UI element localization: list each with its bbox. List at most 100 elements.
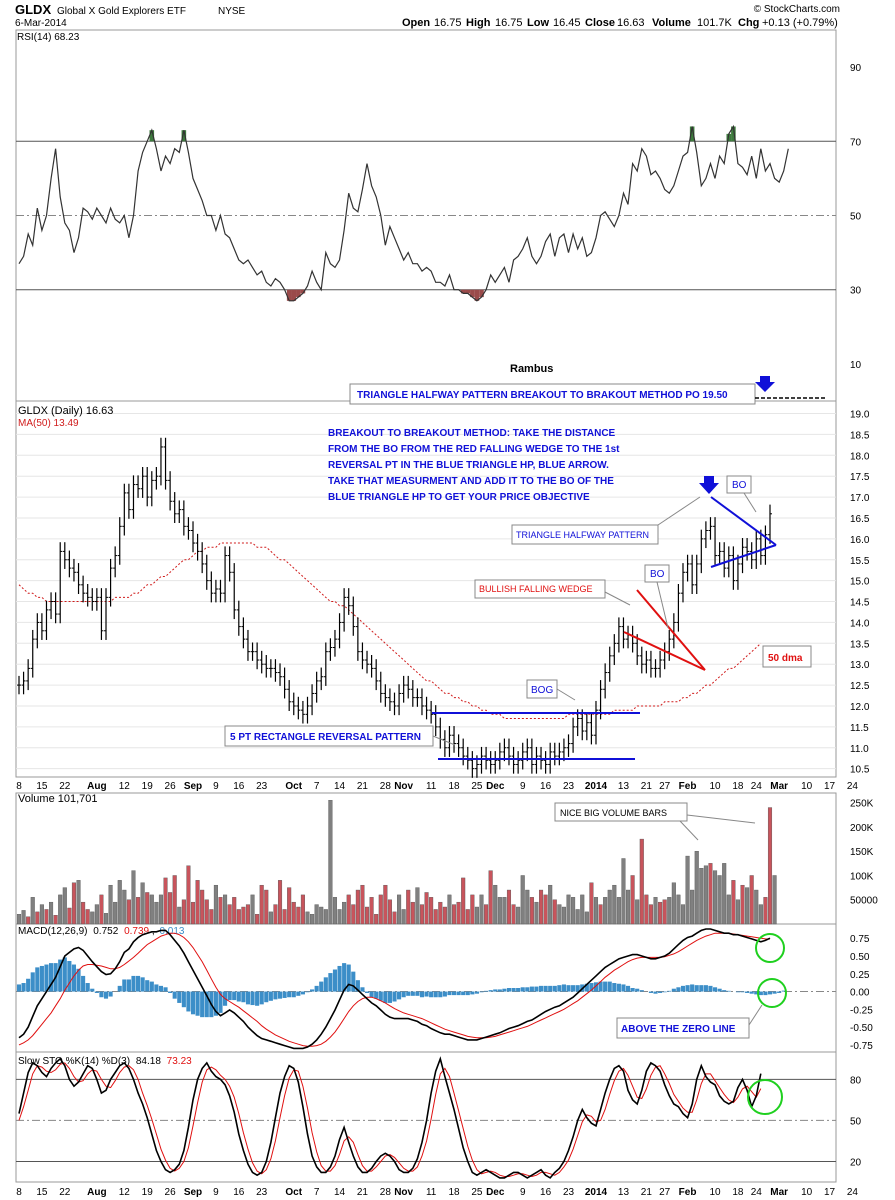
macd-hist-bar bbox=[557, 985, 562, 992]
volume-bar bbox=[767, 807, 773, 925]
volume-bar bbox=[241, 906, 246, 925]
ohlc-bar bbox=[616, 617, 621, 653]
ohlc-bar bbox=[493, 751, 498, 774]
macd-hist-bar bbox=[259, 991, 264, 1005]
volume-bar bbox=[516, 906, 521, 925]
ohlc-bar bbox=[337, 613, 342, 649]
ohlc-bar bbox=[566, 734, 571, 757]
macd-hist-bar bbox=[35, 967, 40, 992]
volume-bar bbox=[94, 904, 99, 925]
rsi-tick-label: 90 bbox=[850, 63, 862, 74]
macd-hist-bar bbox=[621, 984, 626, 992]
ma50-line bbox=[18, 542, 762, 719]
price-tick-label: 18.0 bbox=[850, 451, 870, 462]
macd-hist-bar bbox=[186, 991, 191, 1012]
macd-tick-label: 0.25 bbox=[850, 970, 870, 981]
date-label: 24 bbox=[751, 1187, 763, 1198]
price-tick-label: 19.0 bbox=[850, 410, 870, 421]
date-label: 18 bbox=[732, 1187, 744, 1198]
ohlc-bar bbox=[685, 554, 690, 582]
po-box bbox=[349, 383, 756, 405]
date-label: 11 bbox=[426, 781, 437, 792]
macd-hist-bar bbox=[589, 983, 594, 992]
volume-bar bbox=[136, 897, 141, 925]
macd-hist-bar bbox=[21, 983, 26, 992]
date-label: 16 bbox=[540, 781, 552, 792]
volume-bar bbox=[543, 894, 548, 925]
volume-bar bbox=[250, 894, 255, 925]
po-text: TRIANGLE HALFWAY PATTERN BREAKOUT TO BRA… bbox=[357, 390, 728, 401]
ohlc-bar bbox=[529, 738, 534, 774]
macd-hist-bar bbox=[717, 988, 722, 992]
macd-hist-bar bbox=[685, 985, 690, 992]
ohlc-bar bbox=[369, 655, 374, 678]
volume-bar bbox=[168, 892, 173, 925]
macd-hist-bar bbox=[625, 985, 631, 992]
ohlc-bar bbox=[35, 613, 40, 649]
method-line-3: REVERSAL PT IN THE BLUE TRIANGLE HP, BLU… bbox=[328, 460, 609, 471]
macd-hist-bar bbox=[680, 985, 686, 992]
ohlc-bar bbox=[136, 475, 141, 498]
volume-bar bbox=[81, 901, 86, 925]
macd-hist-bar bbox=[255, 991, 260, 1006]
volume-bar bbox=[470, 894, 475, 925]
ohlc-bar bbox=[39, 613, 44, 640]
ohlc-bar bbox=[438, 717, 443, 749]
volume-bar bbox=[300, 894, 305, 925]
macd-hist-bar bbox=[291, 991, 296, 998]
macd-hist-bar bbox=[250, 991, 255, 1006]
date-label: 22 bbox=[59, 1187, 71, 1198]
macd-hist-bar bbox=[26, 978, 31, 992]
volume-bar bbox=[149, 894, 154, 925]
ohlc-bar bbox=[99, 588, 104, 640]
ohlc-bar bbox=[218, 579, 223, 603]
macd-hist-bar bbox=[662, 991, 667, 993]
ohlc-bar bbox=[53, 592, 58, 624]
macd-hist-bar bbox=[342, 963, 347, 992]
volume-bar bbox=[296, 906, 301, 925]
volume-bar bbox=[484, 904, 489, 925]
macd-hist-bar bbox=[296, 991, 301, 996]
date-label: 23 bbox=[563, 781, 575, 792]
volume-bar bbox=[671, 882, 676, 925]
ohlc-bar bbox=[488, 751, 493, 774]
macd-hist-bar bbox=[419, 991, 425, 998]
date-label: Nov bbox=[394, 1187, 413, 1198]
macd-hist-bar bbox=[781, 990, 786, 992]
volume-bar bbox=[351, 904, 356, 925]
macd-hist-bar bbox=[232, 991, 237, 1001]
volume-bar bbox=[658, 901, 663, 925]
ohlc-bar bbox=[241, 617, 246, 649]
macd-hist-bar bbox=[48, 963, 54, 992]
price-tick-label: 13.5 bbox=[850, 639, 870, 650]
stochastic-panel: Slow STO %K(14) %D(3) 84.18 73.23 20 50 80 bbox=[16, 1056, 862, 1179]
ohlc-bar bbox=[424, 696, 429, 720]
volume-bar bbox=[154, 901, 159, 925]
high-value: 16.75 bbox=[495, 17, 523, 29]
volume-bar bbox=[291, 901, 296, 925]
volume-bar bbox=[190, 901, 196, 925]
close-label: Close bbox=[585, 17, 615, 29]
macd-hist-bar bbox=[355, 980, 360, 992]
volume-bar bbox=[474, 906, 479, 925]
security-name: Global X Gold Explorers ETF bbox=[57, 6, 186, 17]
volume-bar bbox=[708, 863, 713, 925]
macd-hist-bar bbox=[204, 991, 209, 1018]
price-tick-label: 10.5 bbox=[850, 765, 870, 776]
volume-bar bbox=[259, 884, 264, 925]
ohlc-bar bbox=[534, 746, 539, 774]
ohlc-bar bbox=[589, 713, 594, 745]
ohlc-bar bbox=[195, 533, 200, 561]
ohlc-bar bbox=[452, 726, 457, 753]
ohlc-bar bbox=[658, 650, 663, 678]
macd-tick-label: 0.50 bbox=[850, 952, 870, 963]
ohlc-bar bbox=[520, 742, 525, 770]
ma50-legend: MA(50) 13.49 bbox=[18, 418, 79, 429]
ohlc-bar bbox=[662, 642, 667, 670]
date-label: 9 bbox=[520, 781, 526, 792]
volume-bar bbox=[337, 909, 342, 925]
exchange-label: NYSE bbox=[218, 6, 246, 17]
close-value: 16.63 bbox=[617, 17, 645, 29]
ohlc-bar bbox=[387, 688, 392, 711]
ohlc-bar bbox=[296, 696, 301, 720]
